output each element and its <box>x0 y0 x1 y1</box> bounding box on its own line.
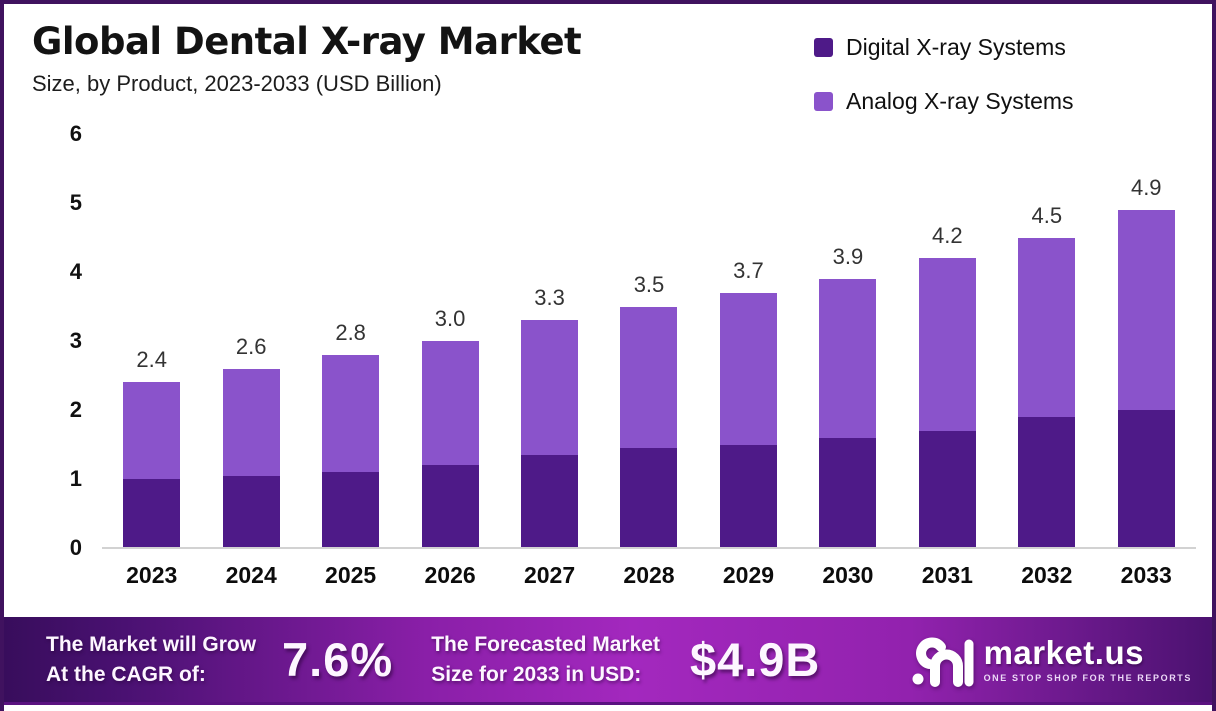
bar-series-container: 2.4 2.6 2.8 3.0 3.3 3.5 3.7 3.9 4.2 4.5 4.9 <box>102 134 1196 548</box>
y-tick-label: 3 <box>69 328 82 353</box>
bar-total-label: 2.8 <box>335 319 366 345</box>
bar-segment-digital <box>222 475 280 548</box>
bar-column: 2.8 <box>322 319 380 548</box>
bar-segment-digital <box>719 444 777 548</box>
bar-column: 4.9 <box>1117 174 1175 548</box>
x-tick-label: 2024 <box>225 562 277 588</box>
market-us-logo-icon <box>912 636 974 687</box>
forecast-label: The Forecasted Market Size for 2033 in U… <box>431 630 660 689</box>
page-title: Global Dental X-ray Market <box>32 20 582 63</box>
legend-item-digital: Digital X-ray Systems <box>814 34 1074 61</box>
forecast-value: $4.9B <box>689 633 821 686</box>
x-tick-label: 2029 <box>722 562 775 588</box>
bar-segment-analog <box>918 258 976 431</box>
logo-wordmark: market.us <box>983 634 1144 671</box>
y-tick-label: 1 <box>69 466 82 491</box>
bar-segment-digital <box>819 437 877 548</box>
bar-column: 2.6 <box>222 333 280 548</box>
chart-header: Global Dental X-ray Market Size, by Prod… <box>32 20 582 97</box>
bar-segment-digital <box>521 454 579 548</box>
legend-label: Digital X-ray Systems <box>846 34 1066 60</box>
bar-column: 3.0 <box>421 306 479 548</box>
x-tick-label: 2026 <box>424 562 476 588</box>
y-axis: 0 1 2 3 4 5 6 <box>34 121 82 560</box>
cagr-label-line1: The Market will Grow <box>46 633 257 657</box>
bar-total-label: 2.4 <box>136 347 168 373</box>
bar-segment-digital <box>1018 416 1076 548</box>
x-axis: 2023 2024 2025 2026 2027 2028 2029 2030 2031 2032… <box>102 562 1196 589</box>
bar-segment-analog <box>521 320 579 455</box>
y-tick-label: 6 <box>69 121 82 146</box>
bar-total-label: 3.5 <box>633 271 665 297</box>
bar-segment-digital <box>123 479 181 548</box>
x-tick-label: 2033 <box>1120 562 1172 588</box>
bar-column: 3.3 <box>521 285 579 548</box>
bar-column: 3.5 <box>620 271 678 548</box>
x-tick-label: 2025 <box>325 562 377 588</box>
bar-total-label: 2.6 <box>235 333 267 359</box>
bar-column: 4.2 <box>918 223 976 548</box>
x-tick-label: 2027 <box>523 562 576 588</box>
y-tick-label: 0 <box>69 535 82 560</box>
bar-total-label: 4.9 <box>1130 174 1162 200</box>
market-us-logo: market.us ONE STOP SHOP FOR THE REPORTS <box>912 632 1192 688</box>
bar-segment-analog <box>1117 209 1175 410</box>
legend-swatch-digital-icon <box>814 38 833 57</box>
bar-segment-digital <box>322 472 380 548</box>
bar-total-label: 4.5 <box>1031 202 1063 228</box>
logo-tagline: ONE STOP SHOP FOR THE REPORTS <box>983 673 1192 683</box>
logo-text-block: market.us ONE STOP SHOP FOR THE REPORTS <box>984 636 1192 683</box>
x-tick-label: 2032 <box>1021 562 1073 588</box>
x-axis-baseline <box>102 547 1196 549</box>
x-tick-label: 2031 <box>921 562 973 588</box>
bar-column: 3.9 <box>819 243 877 548</box>
x-tick-label: 2028 <box>623 562 675 588</box>
y-tick-label: 4 <box>69 259 82 284</box>
x-tick-label: 2023 <box>126 562 178 588</box>
cagr-value: 7.6% <box>282 633 394 686</box>
legend-swatch-analog-icon <box>814 92 833 111</box>
bar-segment-analog <box>719 292 777 445</box>
y-tick-label: 5 <box>69 190 82 215</box>
bar-segment-digital <box>620 447 678 548</box>
bar-segment-analog <box>123 382 181 479</box>
page-subtitle: Size, by Product, 2023-2033 (USD Billion… <box>32 71 442 96</box>
bar-total-label: 3.7 <box>733 257 764 283</box>
bar-segment-digital <box>421 465 479 548</box>
forecast-label-line1: The Forecasted Market <box>431 633 660 657</box>
cagr-label-line2: At the CAGR of: <box>46 662 206 686</box>
bar-segment-analog <box>322 354 380 473</box>
y-tick-label: 2 <box>69 397 82 422</box>
bar-column: 3.7 <box>719 257 777 548</box>
bar-column: 2.4 <box>123 347 181 548</box>
bar-total-label: 4.2 <box>932 223 963 249</box>
bar-segment-digital <box>1117 410 1175 548</box>
bar-segment-analog <box>620 306 678 448</box>
bar-segment-analog <box>421 341 479 466</box>
bar-total-label: 3.0 <box>434 306 466 332</box>
bar-segment-digital <box>918 430 976 548</box>
legend-label: Analog X-ray Systems <box>846 88 1074 114</box>
cagr-label: The Market will Grow At the CAGR of: <box>46 630 256 689</box>
bar-total-label: 3.3 <box>534 285 565 311</box>
bar-column: 4.5 <box>1018 202 1076 548</box>
bar-segment-analog <box>1018 237 1076 417</box>
bar-segment-analog <box>222 368 280 476</box>
plot-area: 2.4 2.6 2.8 3.0 3.3 3.5 3.7 3.9 4.2 4.5 4.9 <box>102 134 1196 548</box>
chart-legend: Digital X-ray Systems Analog X-ray Syste… <box>814 34 1074 142</box>
bottom-banner: The Market will Grow At the CAGR of: 7.6… <box>4 617 1212 705</box>
bar-segment-analog <box>819 278 877 438</box>
bar-total-label: 3.9 <box>832 243 864 269</box>
forecast-label-line2: Size for 2033 in USD: <box>431 662 642 686</box>
legend-item-analog: Analog X-ray Systems <box>814 88 1074 115</box>
x-tick-label: 2030 <box>822 562 874 588</box>
